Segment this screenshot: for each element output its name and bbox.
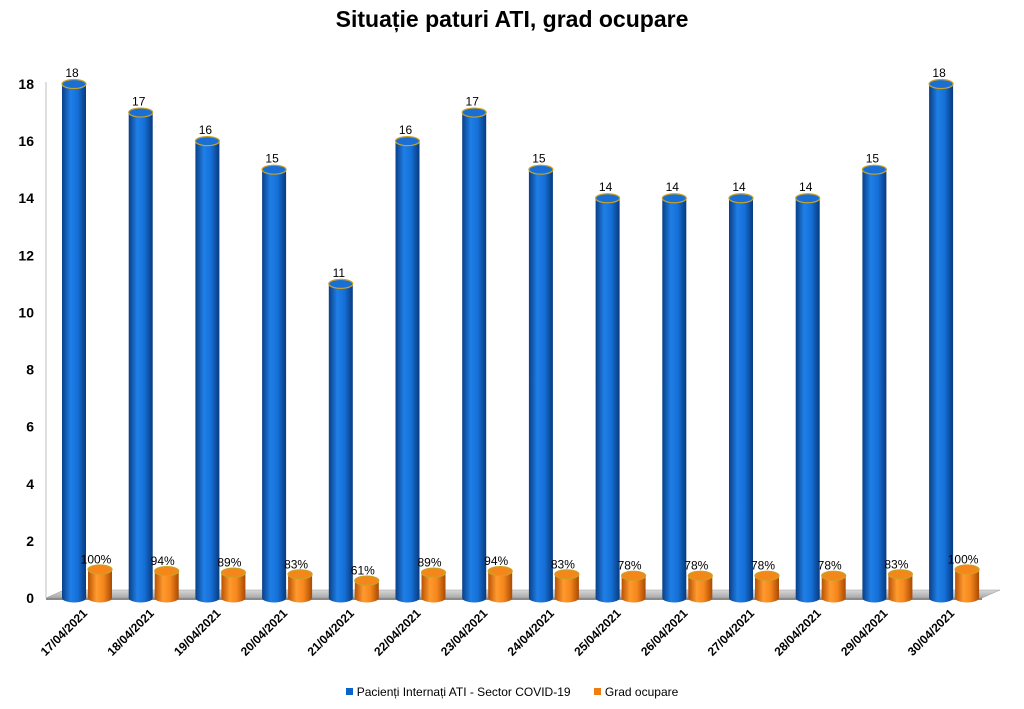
bar-occupancy (487, 566, 513, 603)
bar-occupancy (821, 570, 847, 603)
bar-patients (461, 107, 487, 603)
data-label-patients: 11 (333, 266, 346, 280)
chart-title: Situație paturi ATI, grad ocupare (335, 6, 689, 32)
bar-patients (728, 193, 754, 603)
bar-occupancy (354, 575, 380, 603)
x-tick-label: 23/04/2021 (438, 606, 491, 659)
data-label-occupancy: 78% (684, 559, 708, 573)
bar-occupancy (554, 569, 580, 603)
data-label-occupancy: 100% (948, 552, 979, 566)
chart-legend: Pacienți Internați ATI - Sector COVID-19… (0, 684, 1024, 699)
bar-patients (261, 164, 287, 603)
bar-occupancy (87, 564, 113, 603)
bar-patients (394, 136, 421, 603)
bar-occupancy (154, 566, 180, 603)
legend-swatch-blue (345, 688, 353, 695)
bar-patients (194, 136, 220, 603)
bar-patients (928, 78, 954, 603)
data-label-occupancy: 78% (818, 559, 842, 573)
data-label-occupancy: 83% (884, 557, 908, 571)
data-label-patients: 15 (866, 152, 880, 166)
chart-floor-edge (46, 598, 982, 600)
legend-item-occupancy: Grad ocupare (593, 684, 679, 699)
data-label-patients: 16 (199, 123, 213, 137)
data-label-occupancy: 100% (81, 552, 112, 566)
x-tick-label: 28/04/2021 (771, 606, 824, 659)
y-tick-label: 4 (26, 476, 34, 492)
y-tick-label: 2 (26, 533, 34, 549)
legend-label-occupancy: Grad ocupare (604, 684, 679, 699)
data-label-occupancy: 89% (417, 556, 441, 570)
data-label-occupancy: 61% (351, 564, 375, 578)
x-tick-label: 26/04/2021 (638, 606, 691, 659)
bar-occupancy (754, 570, 780, 603)
data-label-occupancy: 94% (151, 554, 175, 568)
bar-occupancy (620, 570, 647, 603)
bar-patients (861, 164, 888, 603)
y-tick-label: 14 (18, 190, 34, 206)
data-label-patients: 15 (265, 152, 279, 166)
y-tick-label: 0 (26, 590, 34, 606)
x-tick-label: 25/04/2021 (571, 606, 624, 659)
bar-occupancy (287, 569, 313, 603)
data-label-patients: 17 (132, 95, 146, 109)
x-tick-label: 22/04/2021 (371, 606, 424, 659)
legend-swatch-orange (593, 688, 601, 695)
data-label-patients: 18 (65, 66, 79, 80)
bar-occupancy (220, 567, 246, 603)
legend-item-patients: Pacienți Internați ATI - Sector COVID-19 (345, 684, 571, 699)
data-label-patients: 14 (666, 180, 680, 194)
y-tick-label: 6 (26, 419, 34, 435)
y-tick-label: 12 (18, 247, 34, 263)
bar-patients (795, 193, 821, 603)
bar-patients (128, 107, 154, 603)
bar-occupancy (687, 570, 713, 603)
data-label-occupancy: 78% (751, 559, 775, 573)
data-label-occupancy: 89% (217, 556, 241, 570)
y-tick-label: 8 (26, 362, 34, 378)
y-tick-label: 16 (18, 133, 34, 149)
y-tick-label: 18 (18, 76, 34, 92)
data-label-patients: 14 (799, 180, 813, 194)
data-label-occupancy: 94% (484, 554, 508, 568)
bar-patients (528, 164, 554, 603)
x-tick-label: 17/04/2021 (38, 606, 91, 659)
bar-occupancy (420, 567, 447, 603)
data-label-occupancy: 83% (551, 557, 575, 571)
chart-floor (45, 589, 1001, 599)
bar-patients (594, 193, 621, 603)
bar-patients (661, 193, 687, 603)
x-tick-label: 18/04/2021 (104, 606, 157, 659)
data-label-patients: 18 (932, 66, 946, 80)
legend-label-patients: Pacienți Internați ATI - Sector COVID-19 (356, 684, 571, 699)
x-tick-label: 29/04/2021 (838, 606, 891, 659)
data-label-occupancy: 83% (284, 557, 308, 571)
bar-patients (61, 78, 87, 603)
data-label-patients: 17 (466, 95, 480, 109)
bar-occupancy (887, 569, 914, 603)
x-tick-label: 30/04/2021 (905, 606, 958, 659)
data-label-patients: 16 (399, 123, 413, 137)
x-tick-label: 19/04/2021 (171, 606, 224, 659)
bar-occupancy (954, 564, 980, 603)
x-tick-label: 20/04/2021 (238, 606, 291, 659)
x-tick-label: 24/04/2021 (505, 606, 558, 659)
x-tick-label: 21/04/2021 (305, 606, 358, 659)
data-label-patients: 14 (732, 180, 746, 194)
y-tick-label: 10 (18, 304, 34, 320)
x-tick-label: 27/04/2021 (705, 606, 758, 659)
data-label-occupancy: 78% (618, 559, 642, 573)
data-label-patients: 15 (532, 152, 546, 166)
bar-patients (328, 278, 354, 603)
data-label-patients: 14 (599, 180, 613, 194)
